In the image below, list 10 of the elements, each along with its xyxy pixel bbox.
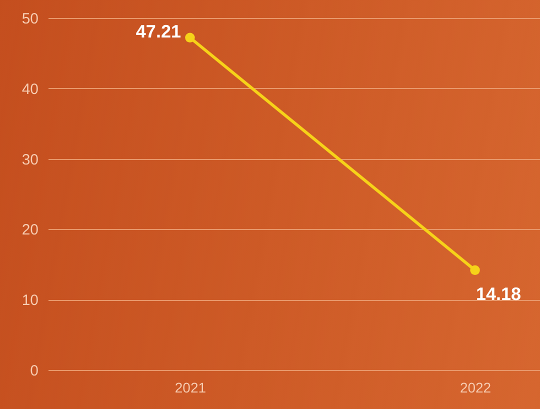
y-tick-label: 50 bbox=[22, 10, 38, 28]
x-tick-label: 2022 bbox=[460, 380, 492, 396]
y-tick-label: 20 bbox=[22, 222, 38, 239]
y-tick-label: 30 bbox=[22, 151, 38, 168]
y-tick-label: 40 bbox=[22, 80, 38, 98]
y-tick-label: 0 bbox=[30, 362, 38, 380]
data-label: 14.18 bbox=[476, 284, 522, 304]
data-label: 47.21 bbox=[136, 22, 181, 42]
y-tick-label: 10 bbox=[22, 292, 38, 310]
x-tick-label: 2021 bbox=[174, 380, 206, 396]
